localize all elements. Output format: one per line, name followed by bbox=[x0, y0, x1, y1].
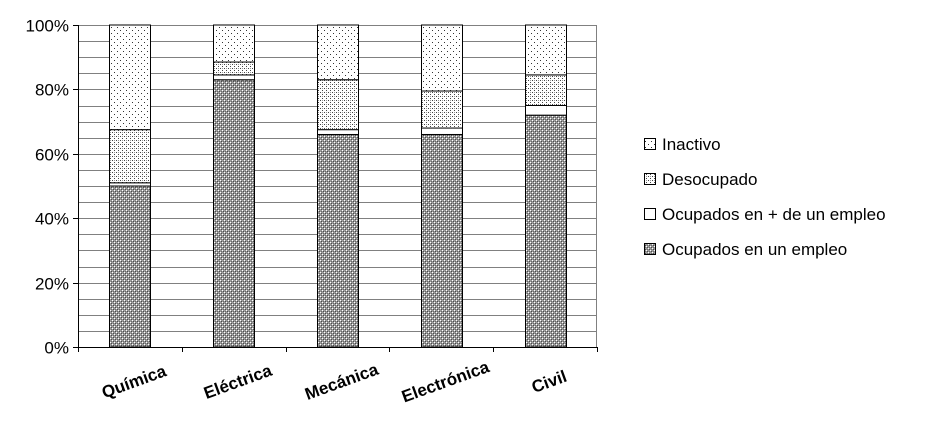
x-category-label: Electrónica bbox=[399, 357, 492, 406]
y-tick-labels: 0% 20% 40% 60% 80% 100% bbox=[26, 17, 69, 358]
y-tick-label: 20% bbox=[35, 275, 69, 294]
legend: Inactivo Desocupado Ocupados en + de un em… bbox=[644, 135, 886, 259]
x-category-label: Química bbox=[99, 361, 169, 402]
bar-segment bbox=[421, 24, 463, 92]
bar-segment bbox=[525, 24, 567, 76]
bar-segment bbox=[317, 24, 359, 81]
bars bbox=[109, 24, 567, 348]
bar-segment bbox=[421, 127, 463, 135]
axes bbox=[73, 25, 598, 352]
y-tick-label: 40% bbox=[35, 210, 69, 229]
bar-segment bbox=[213, 61, 255, 76]
legend-swatch bbox=[644, 173, 656, 185]
legend-item: Ocupados en + de un empleo bbox=[644, 205, 886, 224]
bar-segment bbox=[109, 185, 151, 348]
x-category-label: Civil bbox=[529, 367, 569, 397]
legend-item: Desocupado bbox=[644, 170, 757, 189]
y-tick-label: 0% bbox=[44, 339, 69, 358]
legend-label: Inactivo bbox=[662, 135, 721, 154]
bar-segment bbox=[213, 79, 255, 348]
bar-segment bbox=[213, 74, 255, 81]
bar-segment bbox=[421, 133, 463, 348]
y-tick-label: 80% bbox=[35, 81, 69, 100]
legend-item: Ocupados en un empleo bbox=[644, 240, 847, 259]
bar-segment bbox=[317, 79, 359, 131]
y-tick-label: 60% bbox=[35, 146, 69, 165]
legend-label: Desocupado bbox=[662, 170, 757, 189]
bar-segment bbox=[317, 133, 359, 348]
legend-swatch bbox=[644, 243, 656, 255]
legend-label: Ocupados en un empleo bbox=[662, 240, 847, 259]
bar-segment bbox=[109, 129, 151, 184]
bar-segment bbox=[525, 114, 567, 348]
legend-label: Ocupados en + de un empleo bbox=[662, 205, 886, 224]
legend-swatch bbox=[644, 138, 656, 150]
x-category-label: Mecánica bbox=[302, 360, 381, 404]
bar-segment bbox=[525, 105, 567, 116]
y-tick-label: 100% bbox=[26, 17, 69, 36]
x-category-label: Eléctrica bbox=[201, 361, 275, 403]
legend-swatch bbox=[644, 208, 656, 220]
bar-segment bbox=[317, 129, 359, 135]
bar-segment bbox=[525, 74, 567, 107]
legend-item: Inactivo bbox=[644, 135, 721, 154]
bar-segment bbox=[213, 24, 255, 63]
x-category-labels: Química Eléctrica Mecánica Electrónica Civil bbox=[99, 357, 569, 406]
bar-segment bbox=[421, 90, 463, 129]
bar-segment bbox=[109, 24, 151, 131]
